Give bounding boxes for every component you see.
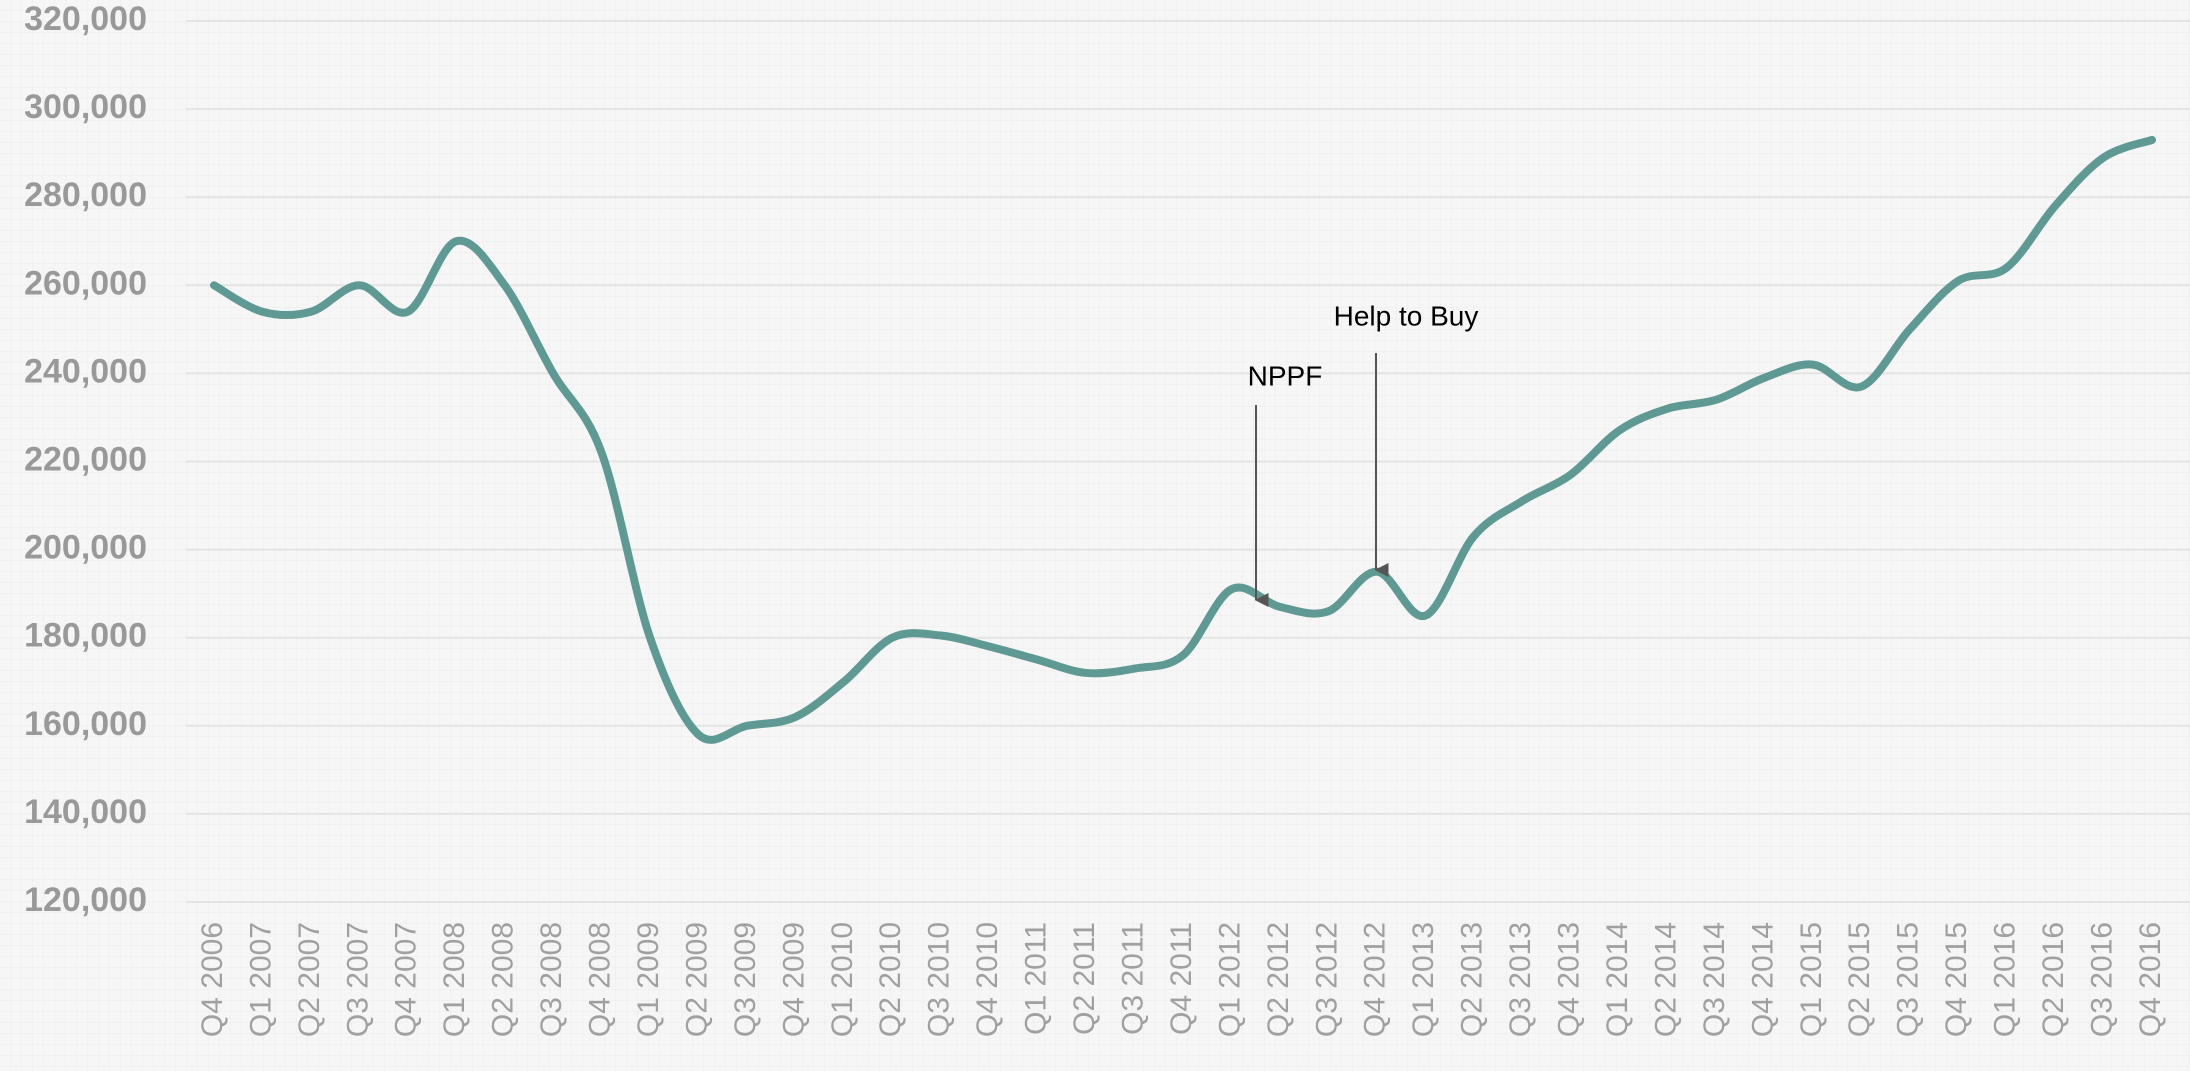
x-tick-label: Q2 2012 [1262, 922, 1295, 1037]
y-tick-label: 160,000 [24, 705, 147, 743]
y-tick-label: 200,000 [24, 529, 147, 567]
y-tick-label: 280,000 [24, 176, 147, 214]
y-tick-label: 300,000 [24, 88, 147, 126]
x-tick-label: Q2 2009 [680, 922, 713, 1037]
x-tick-label: Q1 2014 [1601, 922, 1634, 1037]
x-tick-label: Q3 2014 [1698, 922, 1731, 1037]
x-tick-label: Q1 2009 [632, 922, 665, 1037]
x-tick-label: Q4 2015 [1940, 922, 1973, 1037]
x-tick-label: Q1 2007 [244, 922, 277, 1037]
x-tick-label: Q1 2011 [1020, 922, 1053, 1035]
x-tick-label: Q3 2012 [1310, 922, 1343, 1037]
y-tick-label: 320,000 [24, 0, 147, 38]
x-tick-label: Q3 2008 [535, 922, 568, 1037]
x-tick-label: Q4 2011 [1165, 922, 1198, 1035]
x-tick-label: Q1 2012 [1213, 922, 1246, 1037]
x-tick-label: Q4 2006 [196, 922, 229, 1037]
y-tick-label: 260,000 [24, 264, 147, 302]
x-tick-label: Q4 2016 [2134, 922, 2167, 1037]
x-tick-label: Q2 2010 [874, 922, 907, 1037]
x-tick-label: Q4 2013 [1553, 922, 1586, 1037]
x-tick-label: Q4 2008 [584, 922, 617, 1037]
x-tick-label: Q3 2015 [1892, 922, 1925, 1037]
y-tick-label: 240,000 [24, 352, 147, 390]
x-tick-label: Q1 2008 [438, 922, 471, 1037]
y-tick-label: 180,000 [24, 617, 147, 655]
line [210, 135, 2156, 744]
annotation: Help to Buy [1334, 300, 1479, 331]
x-tick-label: Q2 2014 [1649, 922, 1682, 1037]
x-tick-label: Q3 2010 [923, 922, 956, 1037]
x-tick-label: Q4 2007 [390, 922, 423, 1037]
x-tick-label: Q3 2009 [729, 922, 762, 1037]
x-tick-label: Q3 2016 [2085, 922, 2118, 1037]
y-tick-label: 220,000 [24, 440, 147, 478]
x-tick-label: Q2 2013 [1456, 922, 1489, 1037]
x-tick-label: Q4 2014 [1746, 922, 1779, 1037]
x-tick-label: Q1 2016 [1989, 922, 2022, 1037]
x-tick-label: Q4 2012 [1359, 922, 1392, 1037]
x-tick-label: Q3 2007 [341, 922, 374, 1037]
x-tick-label: Q3 2013 [1504, 922, 1537, 1037]
y-tick-label: 120,000 [24, 881, 147, 919]
x-tick-label: Q1 2010 [826, 922, 859, 1037]
x-tick-label: Q2 2008 [487, 922, 520, 1037]
y-tick-label: 140,000 [24, 793, 147, 831]
annotation: NPPF [1248, 360, 1323, 391]
x-tick-label: Q2 2015 [1843, 922, 1876, 1037]
x-tick-label: Q4 2009 [777, 922, 810, 1037]
x-tick-label: Q1 2013 [1407, 922, 1440, 1037]
x-tick-label: Q2 2007 [293, 922, 326, 1037]
x-tick-label: Q2 2016 [2037, 922, 2070, 1037]
x-tick-label: Q3 2011 [1116, 922, 1149, 1035]
x-tick-label: Q2 2011 [1068, 922, 1101, 1035]
x-tick-label: Q1 2015 [1795, 922, 1828, 1037]
x-tick-label: Q4 2010 [971, 922, 1004, 1037]
